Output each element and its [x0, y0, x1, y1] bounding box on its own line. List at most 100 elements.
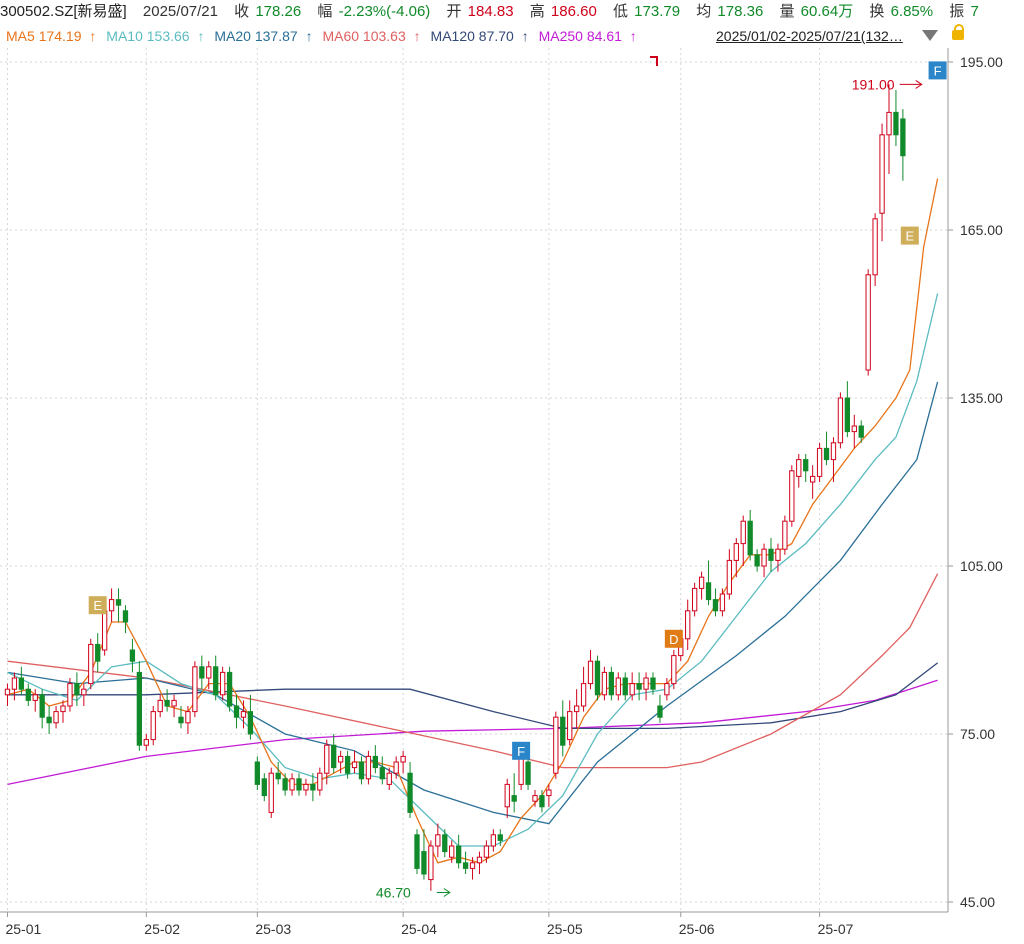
candle — [726, 559, 733, 595]
avg-label: 均 — [696, 3, 712, 20]
candle — [733, 543, 739, 561]
close-value: 178.26 — [255, 3, 302, 20]
y-tick-label: 165.00 — [960, 222, 1003, 238]
candle — [851, 425, 857, 433]
candle — [698, 576, 705, 589]
lock-icon[interactable] — [952, 24, 964, 40]
candle — [830, 442, 837, 461]
candle — [782, 520, 788, 550]
stock-symbol[interactable]: 300502.SZ[新易盛] — [0, 3, 127, 20]
candle — [386, 772, 392, 785]
candle — [560, 716, 566, 746]
candle — [587, 660, 594, 685]
candle — [351, 761, 358, 769]
ma-line-ma5 — [7, 178, 939, 864]
event-marker-letter: D — [669, 632, 678, 647]
x-tick-label: 25-01 — [5, 921, 41, 937]
candle — [629, 683, 635, 696]
candle — [893, 111, 899, 136]
candle — [511, 795, 517, 802]
candle — [310, 783, 316, 791]
candle — [532, 795, 538, 802]
x-tick-label: 25-04 — [401, 921, 437, 937]
ma-legend-item-ma5[interactable]: MA5 174.19 ↑ — [6, 25, 96, 47]
candle — [192, 666, 198, 713]
high-marker-arrow — [915, 79, 923, 89]
quote-date: 2025/07/21 — [142, 3, 218, 20]
candle — [657, 705, 663, 718]
x-tick-label: 25-05 — [547, 921, 583, 937]
ma-legend-item-ma120[interactable]: MA120 87.70 ↑ — [431, 25, 529, 47]
ma-legend-arrow: ↑ — [305, 28, 313, 44]
candle — [178, 716, 184, 724]
candle — [18, 677, 25, 690]
ma-legend-item-ma60[interactable]: MA60 103.63 ↑ — [322, 25, 420, 47]
candle — [275, 772, 281, 780]
quote-info-bar: 300502.SZ[新易盛] 2025/07/21 收 178.26 幅 -2.… — [0, 0, 1024, 24]
candle — [337, 755, 344, 763]
candle — [53, 711, 59, 724]
candle — [331, 744, 337, 769]
candle — [268, 772, 274, 813]
candle — [122, 610, 129, 623]
y-tick-label: 45.00 — [960, 894, 995, 910]
y-tick-label: 195.00 — [960, 54, 1003, 70]
candle — [226, 671, 233, 707]
candle — [254, 761, 261, 785]
candle — [546, 789, 552, 797]
candle — [449, 845, 455, 858]
candle — [25, 688, 31, 701]
ma-legend: MA5 174.19 ↑ MA10 153.66 ↑ MA20 137.87 ↑… — [0, 25, 1024, 47]
candle — [823, 447, 830, 461]
ma-legend-value: 153.66 — [146, 28, 190, 44]
ma-line-ma20 — [7, 381, 939, 825]
x-tick-label: 25-02 — [144, 921, 180, 937]
candle — [553, 716, 559, 774]
ma-legend-arrow: ↑ — [521, 28, 529, 44]
ma-legend-arrow: ↑ — [413, 28, 421, 44]
candle — [483, 845, 490, 858]
candle — [199, 666, 205, 679]
candle — [407, 772, 413, 813]
candle — [150, 711, 156, 741]
candle — [108, 599, 115, 612]
change-value: -2.23%(-4.06) — [338, 3, 431, 20]
ma-legend-item-ma250[interactable]: MA250 84.61 ↑ — [539, 25, 637, 47]
ma-legend-arrow: ↑ — [629, 28, 637, 44]
event-marker-f — [928, 61, 947, 80]
ma-legend-value: 137.87 — [254, 28, 298, 44]
event-marker-e — [88, 596, 107, 615]
ma-legend-label: MA20 — [214, 28, 251, 44]
candle — [504, 783, 510, 808]
candle — [691, 587, 698, 612]
candle — [705, 582, 712, 601]
date-range-selector[interactable]: 2025/01/02-2025/07/21(132… — [716, 28, 903, 44]
ma-legend-item-ma10[interactable]: MA10 153.66 ↑ — [106, 25, 204, 47]
candle — [60, 705, 66, 713]
ma-line-ma250 — [7, 679, 938, 786]
candle — [143, 739, 149, 746]
candle — [101, 610, 108, 651]
candle — [11, 677, 18, 690]
dropdown-triangle-icon[interactable] — [922, 30, 938, 41]
candle — [400, 755, 406, 763]
x-tick-label: 25-07 — [818, 921, 854, 937]
candle — [81, 688, 87, 696]
candle — [32, 694, 38, 701]
event-marker-d — [664, 629, 683, 648]
close-label: 收 — [234, 3, 250, 20]
event-marker-e — [900, 226, 919, 245]
candle — [303, 783, 309, 791]
candle — [580, 683, 587, 707]
candle — [317, 772, 323, 791]
candle — [754, 554, 760, 567]
candle — [39, 694, 45, 718]
candle — [615, 677, 621, 696]
candle — [282, 778, 288, 791]
ma-legend-arrow: ↑ — [197, 28, 205, 44]
event-marker-letter: F — [517, 744, 525, 759]
event-marker-letter: E — [905, 229, 914, 244]
candle — [129, 649, 136, 662]
ma-legend-item-ma20[interactable]: MA20 137.87 ↑ — [214, 25, 312, 47]
